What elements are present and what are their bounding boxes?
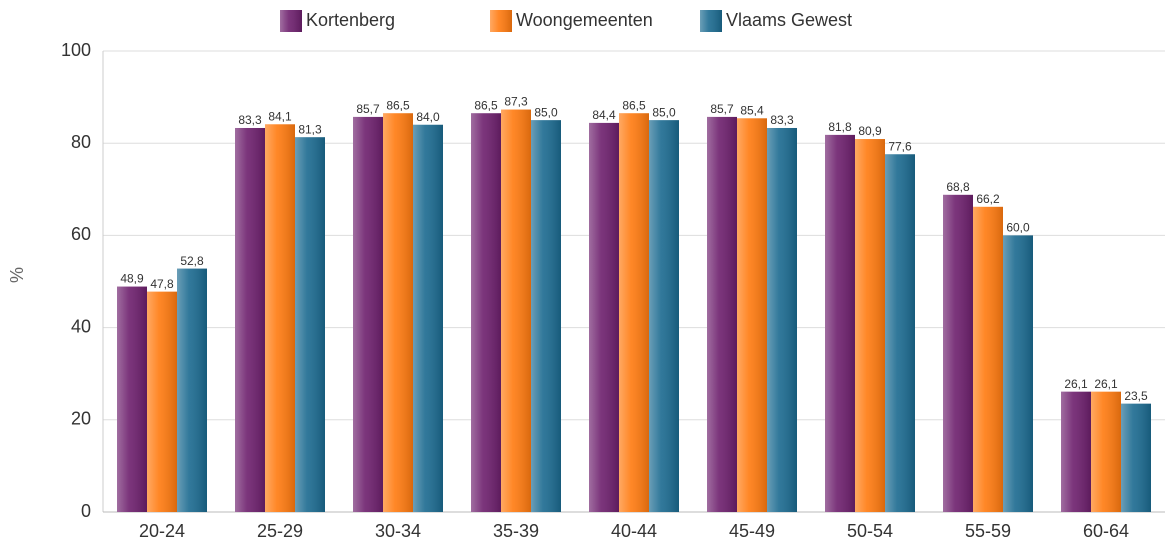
bar-shine	[767, 127, 797, 512]
value-label: 68,8	[946, 180, 970, 194]
value-label: 83,3	[770, 113, 794, 127]
value-label: 47,8	[150, 277, 174, 291]
bar-shine	[1061, 391, 1091, 512]
value-label: 23,5	[1124, 389, 1148, 403]
x-tick-label: 50-54	[847, 521, 893, 541]
y-axis-label: %	[7, 267, 27, 283]
bar-shine	[649, 120, 679, 513]
value-label: 84,4	[592, 108, 616, 122]
value-label: 85,0	[652, 105, 676, 119]
bar-shine	[855, 139, 885, 512]
value-label: 26,1	[1094, 377, 1118, 391]
x-tick-label: 20-24	[139, 521, 185, 541]
value-label: 86,5	[386, 98, 410, 112]
bar-shine	[353, 116, 383, 512]
bar-shine	[707, 116, 737, 512]
value-label: 86,5	[474, 98, 498, 112]
bar-shine	[295, 137, 325, 512]
bar-shine	[885, 154, 915, 512]
bar-shine	[235, 127, 265, 512]
x-tick-label: 55-59	[965, 521, 1011, 541]
value-label: 26,1	[1064, 377, 1088, 391]
value-label: 48,9	[120, 272, 144, 286]
bar-shine	[619, 113, 649, 513]
legend-label: Woongemeenten	[516, 10, 653, 30]
bar-shine	[147, 291, 177, 512]
value-label: 66,2	[976, 192, 1000, 206]
value-label: 81,3	[298, 122, 322, 136]
bar-shine	[383, 113, 413, 513]
bar-shine	[1091, 391, 1121, 512]
y-tick-label: 0	[81, 501, 91, 521]
legend-shine	[490, 10, 512, 32]
bar-shine	[265, 124, 295, 512]
value-label: 85,4	[740, 103, 764, 117]
value-label: 52,8	[180, 254, 204, 268]
value-label: 85,7	[356, 102, 380, 116]
y-tick-label: 40	[71, 316, 91, 336]
value-label: 80,9	[858, 124, 882, 138]
legend-label: Vlaams Gewest	[726, 10, 852, 30]
y-tick-label: 80	[71, 132, 91, 152]
bar-shine	[177, 268, 207, 512]
bar-shine	[737, 118, 767, 512]
value-label: 87,3	[504, 95, 528, 109]
value-label: 60,0	[1006, 221, 1030, 235]
legend-shine	[700, 10, 722, 32]
legend-shine	[280, 10, 302, 32]
x-tick-label: 30-34	[375, 521, 421, 541]
bar-shine	[471, 113, 501, 513]
y-tick-label: 100	[61, 40, 91, 60]
x-tick-label: 60-64	[1083, 521, 1129, 541]
y-tick-label: 20	[71, 409, 91, 429]
bar-shine	[943, 194, 973, 512]
bar-shine	[117, 286, 147, 512]
x-tick-label: 40-44	[611, 521, 657, 541]
bar-shine	[501, 109, 531, 512]
value-label: 85,0	[534, 105, 558, 119]
x-tick-label: 35-39	[493, 521, 539, 541]
bar-shine	[531, 120, 561, 513]
value-label: 81,8	[828, 120, 852, 134]
legend-label: Kortenberg	[306, 10, 395, 30]
value-label: 77,6	[888, 139, 912, 153]
value-label: 84,0	[416, 110, 440, 124]
value-label: 86,5	[622, 98, 646, 112]
bar-shine	[1003, 235, 1033, 512]
value-label: 85,7	[710, 102, 734, 116]
bar-shine	[973, 206, 1003, 512]
value-label: 84,1	[268, 109, 292, 123]
bar-shine	[825, 134, 855, 513]
x-tick-label: 25-29	[257, 521, 303, 541]
bar-shine	[413, 124, 443, 512]
bar-shine	[589, 122, 619, 512]
y-tick-label: 60	[71, 224, 91, 244]
value-label: 83,3	[238, 113, 262, 127]
x-tick-label: 45-49	[729, 521, 775, 541]
bar-shine	[1121, 403, 1151, 512]
